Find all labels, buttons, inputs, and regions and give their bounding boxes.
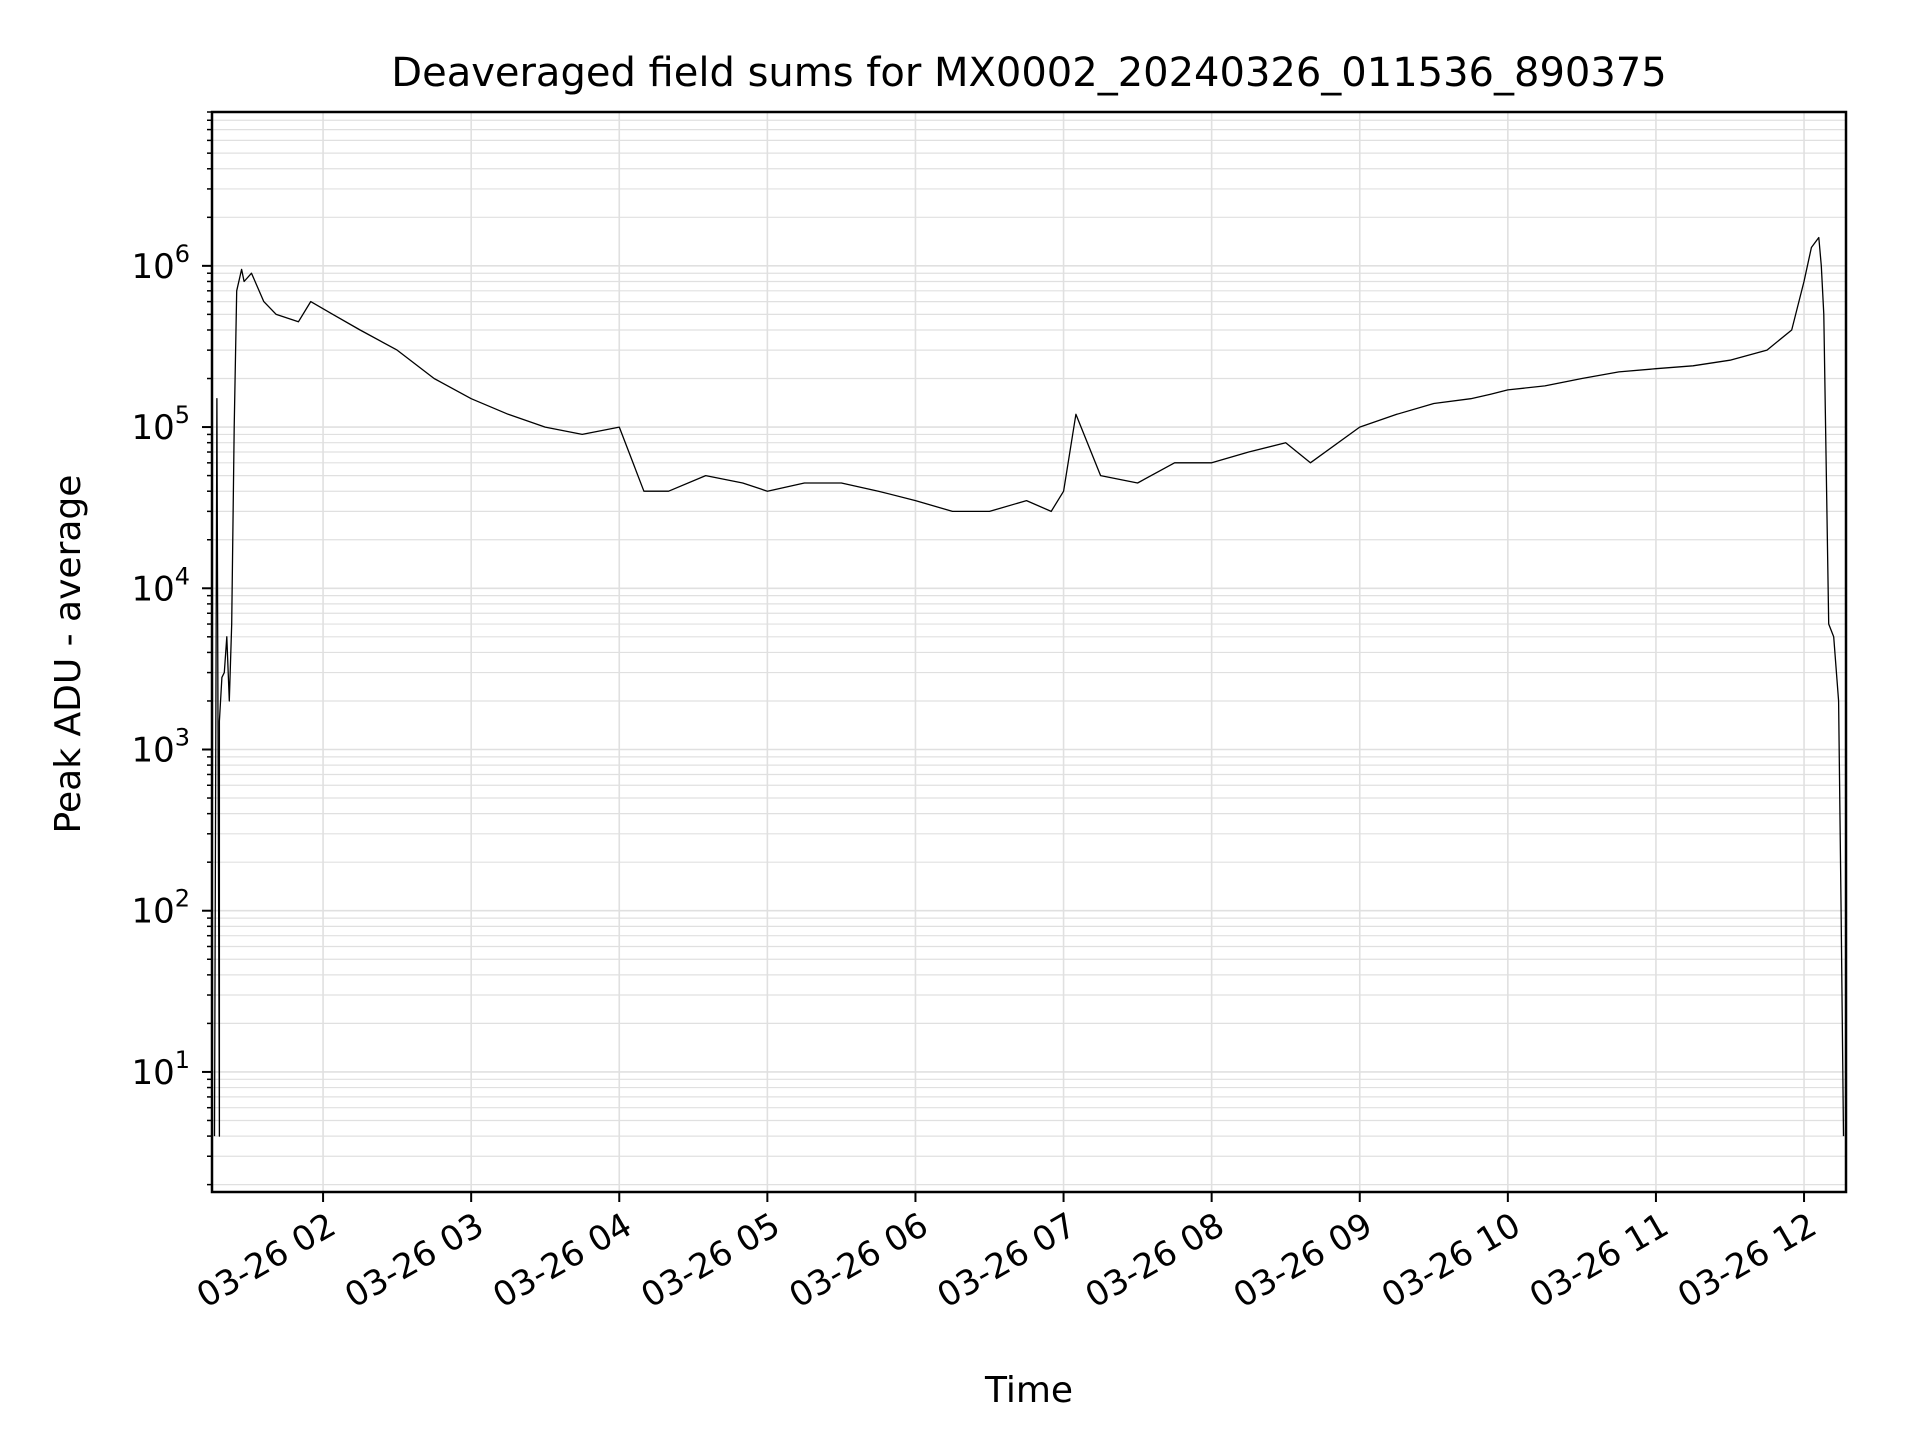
x-tick-label: 03-26 03 — [338, 1205, 490, 1316]
y-tick-label-exponent: 5 — [175, 401, 190, 429]
y-axis-label: Peak ADU - average — [48, 475, 89, 834]
x-tick-label: 03-26 12 — [1671, 1205, 1823, 1316]
x-tick-label: 03-26 11 — [1523, 1205, 1675, 1316]
y-tick-label: 106 — [131, 240, 190, 287]
y-tick-label-base: 10 — [131, 892, 174, 932]
x-tick-label: 03-26 10 — [1375, 1205, 1527, 1316]
y-tick-label: 102 — [131, 885, 190, 932]
y-tick-label-base: 10 — [131, 569, 174, 609]
series-layer — [213, 236, 1845, 1137]
y-tick-label-exponent: 2 — [175, 885, 190, 913]
y-tick-label-base: 10 — [131, 1053, 174, 1093]
x-tick-label: 03-26 06 — [783, 1205, 935, 1316]
y-tick-label-base: 10 — [131, 247, 174, 287]
y-tick-label: 104 — [131, 562, 190, 609]
y-tick-label-exponent: 1 — [175, 1046, 190, 1074]
x-tick-label: 03-26 07 — [931, 1205, 1083, 1316]
x-tick-label: 03-26 04 — [486, 1205, 638, 1316]
y-tick-label-base: 10 — [131, 408, 174, 448]
y-tick-label: 103 — [131, 723, 190, 770]
x-tick-label: 03-26 08 — [1079, 1205, 1231, 1316]
x-tick-label: 03-26 02 — [190, 1205, 342, 1316]
x-axis-label: Time — [984, 1370, 1073, 1411]
y-tick-label-exponent: 3 — [175, 723, 190, 751]
y-tick-label-exponent: 4 — [175, 562, 190, 590]
series-line — [213, 236, 1845, 1137]
y-tick-label-exponent: 6 — [175, 240, 190, 268]
y-tick-label: 101 — [131, 1046, 190, 1093]
y-tick-label: 105 — [131, 401, 190, 448]
y-tick-label-base: 10 — [131, 730, 174, 770]
grid-lines — [212, 111, 1846, 1192]
x-tick-label: 03-26 05 — [634, 1205, 786, 1316]
x-tick-label: 03-26 09 — [1227, 1205, 1379, 1316]
chart-title: Deaveraged field sums for MX0002_2024032… — [391, 50, 1666, 96]
